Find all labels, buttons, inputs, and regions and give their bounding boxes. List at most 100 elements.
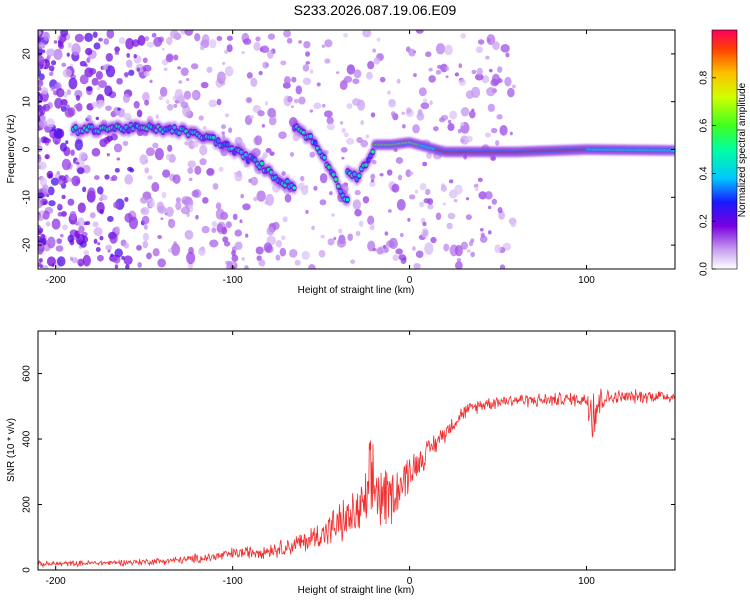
x-tick-label: 100 — [578, 275, 595, 286]
noise-blob — [159, 86, 168, 97]
noise-blob — [369, 181, 376, 188]
noise-blob — [143, 224, 148, 230]
noise-blob — [65, 140, 69, 145]
noise-blob — [422, 221, 427, 227]
noise-blob — [286, 37, 293, 44]
x-tick-label: -100 — [223, 275, 243, 286]
noise-blob — [194, 165, 202, 175]
noise-blob — [487, 103, 496, 112]
noise-blob — [82, 164, 91, 174]
noise-blob — [294, 259, 301, 266]
noise-blob — [406, 107, 412, 114]
noise-blob — [313, 185, 318, 191]
noise-blob — [257, 110, 265, 117]
noise-blob — [505, 52, 510, 58]
noise-blob — [309, 266, 313, 269]
noise-blob — [42, 184, 49, 192]
noise-blob — [448, 179, 454, 184]
noise-blob — [154, 147, 164, 161]
noise-blob — [199, 145, 208, 156]
noise-blob — [316, 82, 321, 87]
noise-blob — [309, 109, 314, 113]
noise-blob — [343, 32, 349, 38]
noise-blob — [98, 99, 105, 108]
noise-blob — [430, 236, 437, 244]
noise-blob — [228, 127, 233, 133]
noise-blob — [291, 76, 297, 83]
noise-blob — [255, 246, 264, 255]
snr-background — [38, 331, 675, 570]
noise-blob — [129, 168, 135, 173]
x-tick-label: -200 — [46, 576, 66, 587]
noise-blob — [206, 66, 213, 73]
noise-blob — [367, 215, 375, 226]
noise-blob — [42, 49, 46, 54]
noise-blob — [45, 138, 51, 144]
noise-blob — [399, 233, 404, 238]
noise-blob — [109, 232, 118, 244]
noise-blob — [416, 112, 425, 121]
noise-blob — [95, 247, 101, 252]
noise-blob — [62, 99, 68, 106]
noise-blob — [53, 128, 63, 139]
noise-blob — [38, 198, 43, 209]
noise-blob — [125, 37, 134, 50]
noise-blob — [50, 60, 57, 66]
noise-blob — [258, 259, 266, 267]
noise-blob — [487, 38, 491, 43]
noise-blob — [350, 259, 356, 264]
noise-blob — [64, 108, 74, 118]
noise-blob — [211, 221, 218, 228]
noise-blob — [165, 153, 171, 161]
noise-blob — [354, 189, 361, 196]
noise-blob — [91, 147, 101, 157]
noise-blob — [415, 250, 424, 259]
noise-blob — [243, 38, 252, 45]
noise-blob — [473, 183, 479, 188]
noise-blob — [50, 177, 59, 186]
colorbar-tick-label: 0.6 — [699, 118, 710, 132]
noise-blob — [223, 240, 231, 247]
noise-blob — [422, 161, 428, 167]
noise-blob — [454, 261, 463, 269]
noise-blob — [105, 65, 116, 78]
noise-blob — [38, 111, 41, 117]
noise-blob — [122, 140, 129, 147]
noise-blob — [102, 64, 109, 71]
noise-blob — [212, 183, 219, 190]
noise-blob — [78, 225, 85, 234]
noise-blob — [267, 33, 275, 40]
noise-blob — [142, 64, 152, 73]
noise-blob — [38, 215, 44, 222]
noise-blob — [152, 142, 159, 149]
noise-blob — [48, 71, 54, 76]
noise-blob — [225, 221, 232, 229]
noise-blob — [142, 91, 150, 103]
noise-blob — [157, 258, 166, 268]
noise-blob — [114, 167, 120, 173]
noise-blob — [222, 62, 226, 65]
noise-blob — [83, 250, 90, 256]
noise-blob — [478, 191, 487, 200]
noise-blob — [40, 210, 45, 215]
noise-blob — [221, 124, 227, 130]
noise-blob — [485, 55, 490, 60]
noise-blob — [370, 223, 375, 228]
noise-blob — [280, 60, 287, 66]
noise-blob — [66, 52, 70, 57]
noise-blob — [250, 77, 258, 88]
noise-blob — [433, 126, 439, 132]
noise-blob — [148, 201, 156, 208]
noise-blob — [171, 243, 181, 256]
noise-blob — [347, 233, 354, 241]
noise-blob — [58, 178, 64, 186]
noise-blob — [497, 78, 503, 84]
noise-blob — [198, 115, 204, 121]
noise-blob — [352, 199, 362, 210]
noise-blob — [413, 73, 417, 78]
noise-blob — [48, 200, 56, 207]
noise-blob — [151, 181, 160, 193]
spectrogram-x-ticks: -200 -100 0 100 — [46, 30, 595, 286]
noise-blob — [42, 265, 49, 269]
noise-blob — [56, 256, 66, 267]
